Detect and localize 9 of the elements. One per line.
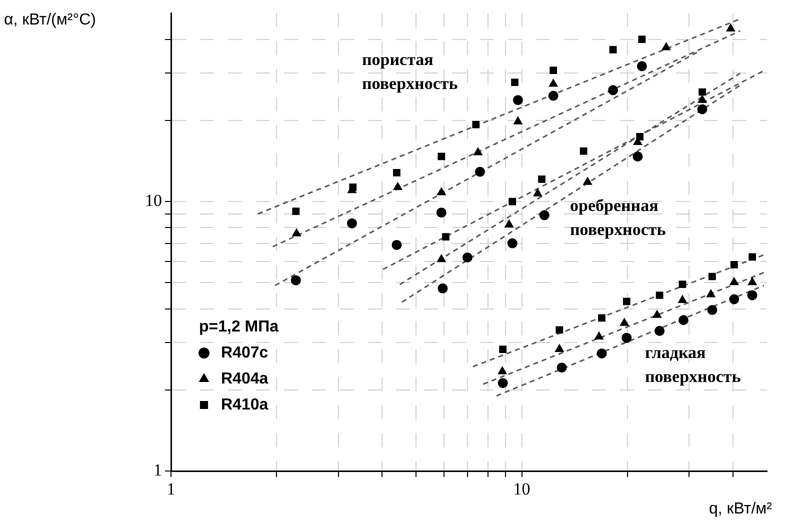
y-axis-title: α, кВт/(м²°С): [4, 11, 96, 28]
legend-label: R410a: [221, 396, 268, 414]
annotation: пористая поверхность: [362, 50, 458, 93]
annotation: гладкая поверхность: [645, 342, 741, 386]
legend-title: p=1,2 МПа: [199, 318, 279, 336]
legend-label: R407c: [221, 344, 268, 362]
x-axis-title: q, кВт/м²: [708, 500, 773, 518]
legend-label: R404a: [221, 370, 268, 388]
annotation: оребренная поверхность: [570, 196, 666, 239]
